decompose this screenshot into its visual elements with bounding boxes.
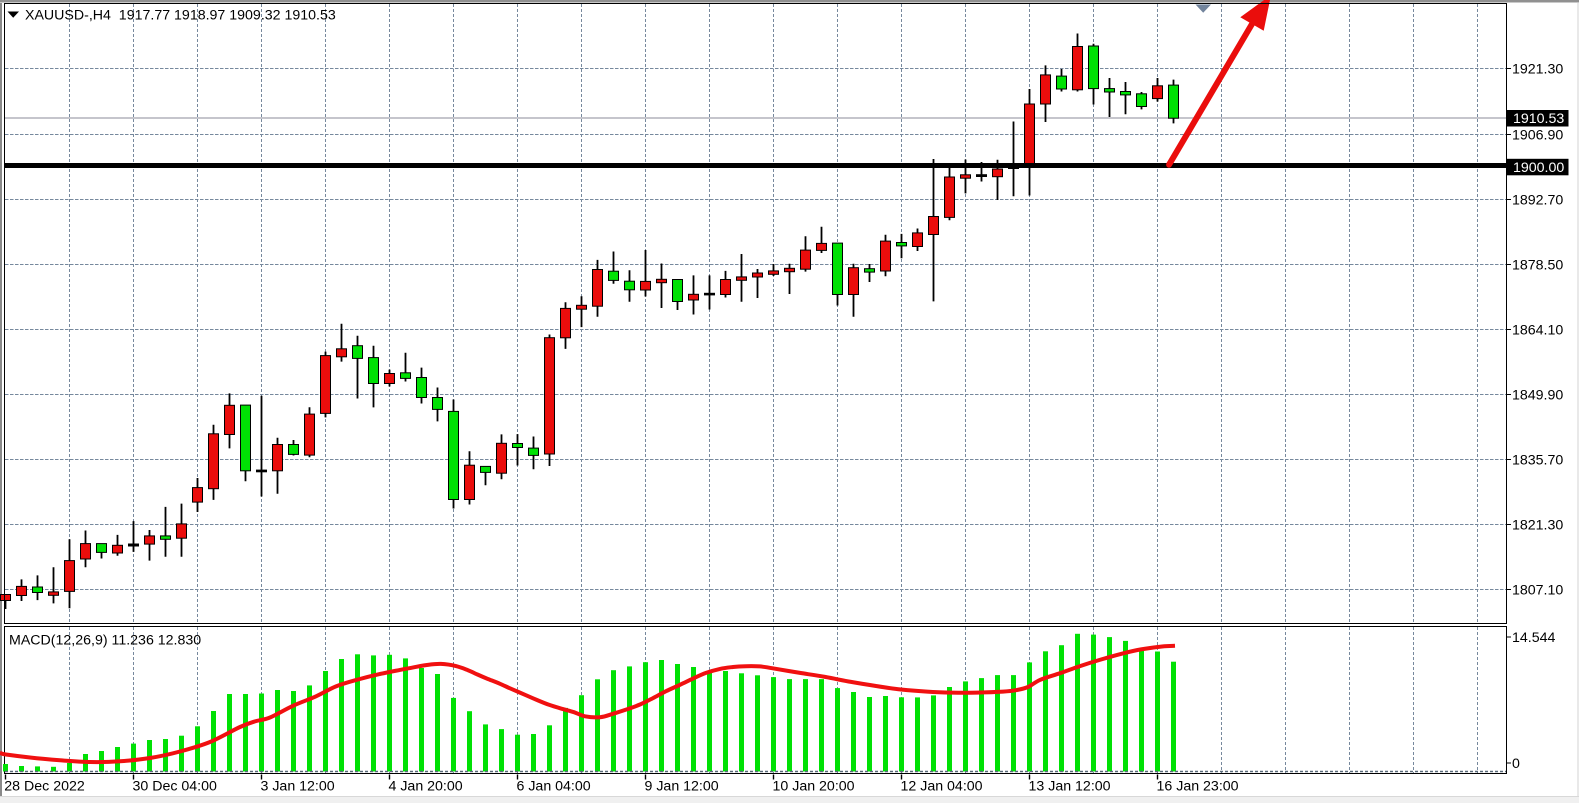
svg-text:10 Jan 20:00: 10 Jan 20:00 xyxy=(773,778,855,794)
svg-text:1849.90: 1849.90 xyxy=(1512,388,1563,404)
svg-text:9 Jan 12:00: 9 Jan 12:00 xyxy=(645,778,719,794)
svg-text:0: 0 xyxy=(1512,756,1520,772)
svg-text:12 Jan 04:00: 12 Jan 04:00 xyxy=(901,778,983,794)
svg-text:1906.90: 1906.90 xyxy=(1512,128,1563,144)
svg-text:16 Jan 23:00: 16 Jan 23:00 xyxy=(1157,778,1239,794)
svg-text:XAUUSD-,H4 1917.77 1918.97 19: XAUUSD-,H4 1917.77 1918.97 1909.32 1910.… xyxy=(25,7,336,23)
svg-text:3 Jan 12:00: 3 Jan 12:00 xyxy=(261,778,335,794)
svg-text:1821.30: 1821.30 xyxy=(1512,518,1563,534)
svg-text:13 Jan 12:00: 13 Jan 12:00 xyxy=(1029,778,1111,794)
svg-text:1835.70: 1835.70 xyxy=(1512,453,1563,469)
svg-text:1892.70: 1892.70 xyxy=(1512,193,1563,209)
svg-text:1900.00: 1900.00 xyxy=(1513,160,1564,176)
svg-text:1807.10: 1807.10 xyxy=(1512,583,1563,599)
svg-text:1864.10: 1864.10 xyxy=(1512,323,1563,339)
svg-text:1878.50: 1878.50 xyxy=(1512,258,1563,274)
svg-text:4 Jan 20:00: 4 Jan 20:00 xyxy=(389,778,463,794)
svg-text:MACD(12,26,9) 11.236 12.830: MACD(12,26,9) 11.236 12.830 xyxy=(9,633,201,649)
svg-text:6 Jan 04:00: 6 Jan 04:00 xyxy=(517,778,591,794)
svg-text:1921.30: 1921.30 xyxy=(1512,62,1563,78)
svg-text:14.544: 14.544 xyxy=(1512,630,1556,646)
svg-text:30 Dec 04:00: 30 Dec 04:00 xyxy=(133,778,218,794)
svg-text:1910.53: 1910.53 xyxy=(1513,111,1564,127)
svg-text:28 Dec 2022: 28 Dec 2022 xyxy=(4,778,85,794)
